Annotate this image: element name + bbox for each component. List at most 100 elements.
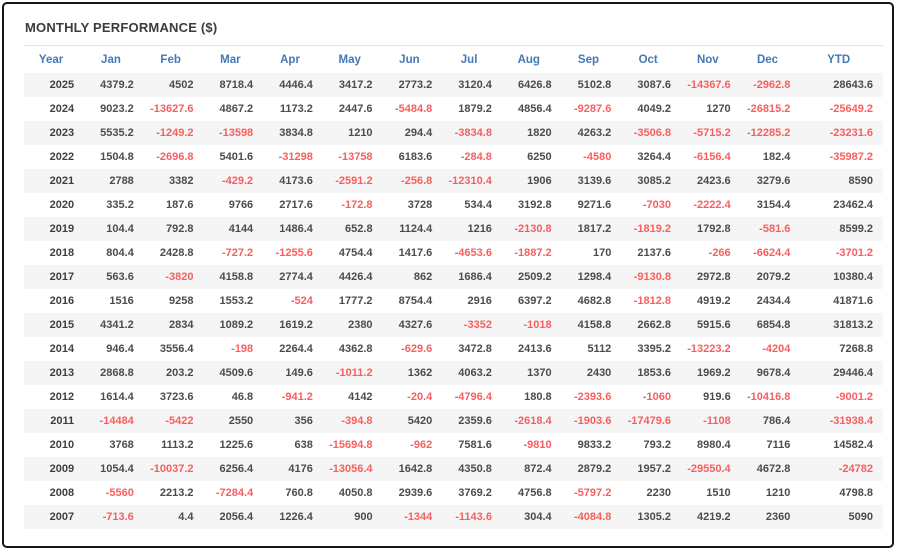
cell-may: 1210: [348, 127, 373, 139]
cell-nov: 1270: [706, 103, 731, 115]
column-header-mar[interactable]: Mar: [220, 54, 241, 66]
cell-year: 2022: [49, 151, 75, 163]
cell-ytd: -35987.2: [829, 151, 873, 163]
cell-jun: -629.6: [401, 343, 433, 355]
cell-nov: -266: [708, 247, 731, 259]
cell-apr: 2717.6: [279, 199, 313, 211]
cell-dec: 7116: [766, 439, 791, 451]
column-header-jul[interactable]: Jul: [460, 54, 478, 66]
cell-jun: 6183.6: [398, 151, 433, 163]
cell-ytd: -25649.2: [829, 103, 873, 115]
cell-dec: 2360: [765, 511, 791, 523]
cell-mar: 4144: [228, 223, 254, 235]
cell-apr: 356: [294, 415, 313, 427]
cell-dec: 2434.4: [756, 295, 791, 307]
cell-jun: 4327.6: [398, 319, 433, 331]
cell-may: 2447.6: [338, 103, 373, 115]
column-header-year[interactable]: Year: [38, 54, 64, 66]
cell-nov: -6156.4: [693, 151, 731, 163]
cell-sep: 2879.2: [577, 463, 612, 475]
cell-jun: 2773.2: [398, 79, 433, 91]
cell-feb: 203.2: [165, 367, 194, 379]
cell-mar: 4867.2: [219, 103, 254, 115]
cell-sep: 1817.2: [577, 223, 612, 235]
cell-year: 2020: [49, 199, 75, 211]
cell-ytd: -23231.6: [829, 127, 873, 139]
cell-year: 2018: [49, 247, 75, 259]
cell-jun: 2939.6: [398, 487, 433, 499]
column-header-aug[interactable]: Aug: [517, 54, 540, 66]
column-header-jun[interactable]: Jun: [399, 54, 420, 66]
cell-jul: -4653.6: [454, 247, 492, 259]
cell-sep: 5112: [587, 343, 612, 355]
cell-aug: 1820: [527, 127, 552, 139]
cell-jan: 2868.8: [100, 367, 134, 379]
cell-ytd: 41871.6: [833, 295, 873, 307]
cell-mar: -429.2: [221, 175, 254, 187]
column-header-oct[interactable]: Oct: [638, 54, 658, 66]
cell-oct: 3264.4: [637, 151, 671, 163]
column-header-sep[interactable]: Sep: [577, 54, 600, 66]
cell-mar: 4158.8: [219, 271, 254, 283]
cell-jan: 1054.4: [100, 463, 134, 475]
cell-jan: 804.4: [106, 247, 134, 259]
cell-oct: -17479.6: [627, 415, 671, 427]
window-frame: MONTHLY PERFORMANCE ($) Year Jan Feb Mar Apr…: [2, 2, 894, 548]
cell-jan: -5560: [105, 487, 134, 499]
cell-jan: -713.6: [102, 511, 134, 523]
header-row: Year Jan Feb Mar Apr May Jun Jul Aug Sep Oct Nov Dec…: [24, 46, 883, 73]
cell-feb: -5422: [165, 415, 194, 427]
cell-ytd: 14582.4: [833, 439, 873, 451]
cell-may: 2380: [348, 319, 373, 331]
cell-year: 2023: [49, 127, 75, 139]
cell-mar: -13598: [218, 127, 254, 139]
cell-jul: -284.8: [460, 151, 492, 163]
cell-year: 2012: [49, 391, 75, 403]
cell-ytd: 5090: [848, 511, 873, 523]
column-header-jan[interactable]: Jan: [101, 54, 121, 66]
cell-jun: -5484.8: [394, 103, 433, 115]
cell-sep: -1903.6: [574, 415, 612, 427]
cell-may: 4754.4: [338, 247, 373, 259]
cell-aug: 4856.4: [517, 103, 552, 115]
cell-dec: -12285.2: [746, 127, 791, 139]
title-divider: [24, 45, 883, 46]
cell-feb: 1113.2: [161, 439, 194, 451]
table-row: 2015 4341.2 2834 1089.2 1619.2 2380 4327.6 -335…: [24, 313, 883, 337]
cell-year: 2009: [49, 463, 75, 475]
column-header-nov[interactable]: Nov: [696, 54, 719, 66]
cell-nov: -1108: [703, 415, 731, 427]
cell-sep: 9833.2: [577, 439, 612, 451]
cell-year: 2013: [49, 367, 75, 379]
cell-jun: 294.4: [404, 127, 433, 139]
cell-aug: 4756.8: [517, 487, 552, 499]
cell-jun: 862: [413, 271, 433, 283]
cell-jun: 1417.6: [398, 247, 433, 259]
cell-aug: -2130.8: [514, 223, 552, 235]
cell-jun: 8754.4: [398, 295, 433, 307]
cell-may: -394.8: [341, 415, 373, 427]
cell-sep: 9271.6: [577, 199, 612, 211]
cell-jan: 1504.8: [100, 151, 134, 163]
cell-feb: 2213.2: [159, 487, 194, 499]
cell-nov: -29550.4: [687, 463, 731, 475]
column-header-feb[interactable]: Feb: [160, 54, 181, 66]
cell-jan: 563.6: [106, 271, 134, 283]
cell-mar: -198: [231, 343, 254, 355]
cell-sep: -9287.6: [574, 103, 612, 115]
cell-apr: 1173.2: [279, 103, 313, 115]
cell-dec: 2079.2: [756, 271, 791, 283]
cell-nov: -2222.4: [693, 199, 731, 211]
column-header-dec[interactable]: Dec: [756, 54, 779, 66]
cell-jul: 4350.8: [458, 463, 492, 475]
column-header-ytd[interactable]: YTD: [827, 54, 851, 66]
column-header-apr[interactable]: Apr: [280, 54, 300, 66]
cell-jun: -20.4: [407, 391, 433, 403]
cell-jul: -12310.4: [448, 175, 492, 187]
cell-ytd: 10380.4: [833, 271, 873, 283]
column-header-may[interactable]: May: [338, 54, 361, 66]
cell-may: 900: [354, 511, 373, 523]
table-row: 2024 9023.2 -13627.6 4867.2 1173.2 2447.6 -548…: [24, 97, 883, 121]
cell-nov: 4219.2: [697, 511, 731, 523]
table-row: 2025 4379.2 4502 8718.4 4446.4 3417.2 2773.2 31…: [24, 73, 883, 97]
